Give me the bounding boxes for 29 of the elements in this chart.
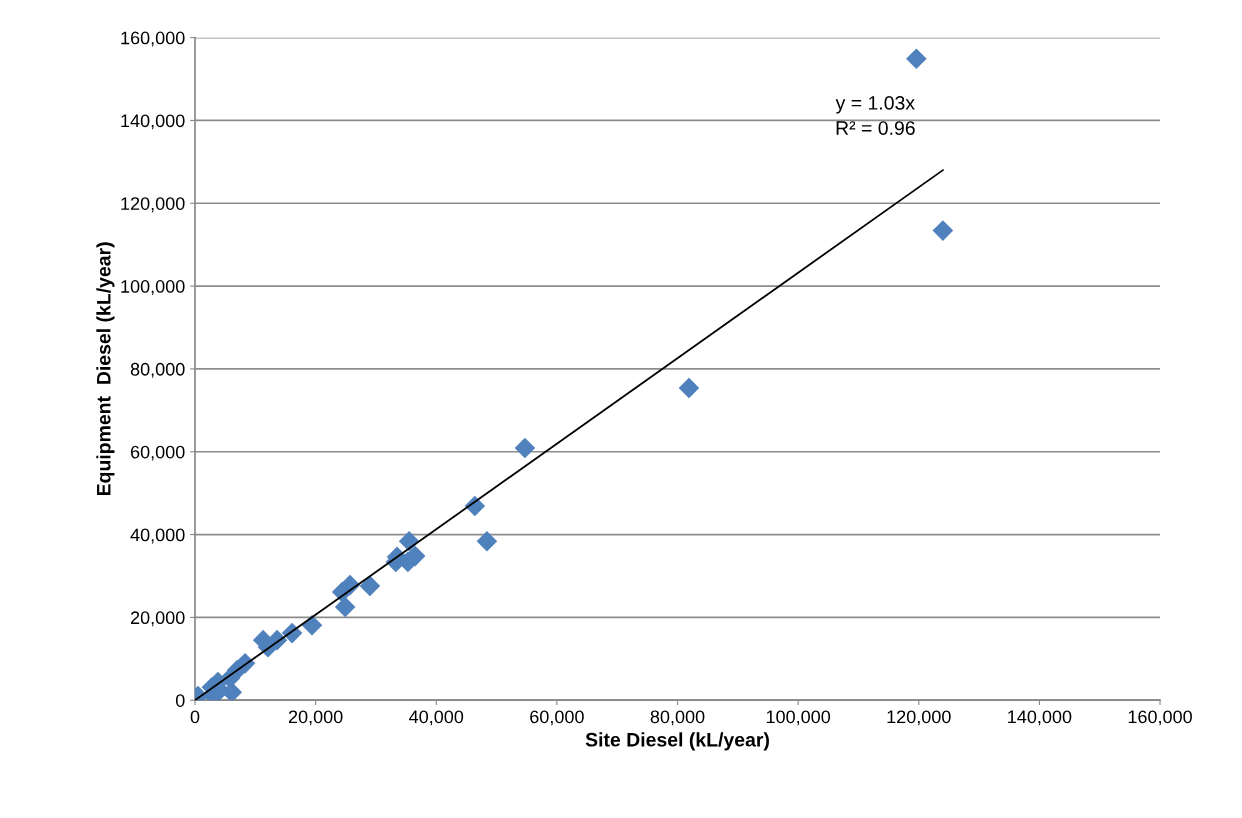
point [476, 530, 498, 552]
annotation: y = 1.03x R² = 0.96 [835, 96, 915, 135]
y-tick-label: 160,000 [121, 31, 185, 47]
x-tick-label: 40,000 [409, 710, 464, 726]
x-tick-label: 160,000 [1128, 710, 1192, 726]
point [906, 48, 927, 70]
x-axis-title: Site Diesel (kL/year) [585, 732, 769, 751]
point [932, 220, 954, 241]
y-tick-label: 140,000 [121, 114, 185, 130]
point [678, 377, 700, 399]
point [359, 575, 381, 597]
x-tick-label: 120,000 [887, 710, 951, 726]
y-tick-label: 120,000 [121, 197, 185, 213]
point [334, 596, 356, 618]
x-tick-label: 140,000 [1008, 710, 1072, 726]
x-tick-label: 80,000 [650, 710, 705, 726]
y-tick-label: 40,000 [130, 528, 185, 544]
y-tick-label: 20,000 [130, 611, 185, 627]
point [514, 437, 536, 459]
y-axis-title: Equipment Diesel (kL/year) [96, 242, 115, 496]
x-tick-label: 100,000 [766, 710, 831, 726]
y-tick-label: 60,000 [130, 445, 185, 461]
point [301, 614, 323, 636]
y-tick-label: 0 [175, 694, 185, 707]
y-tick-label: 100,000 [121, 280, 185, 295]
x-tick-label: 20,000 [288, 710, 343, 726]
x-tick-label: 0 [190, 710, 200, 724]
y-tick-label: 80,000 [130, 362, 185, 378]
x-tick-label: 60,000 [530, 710, 584, 726]
